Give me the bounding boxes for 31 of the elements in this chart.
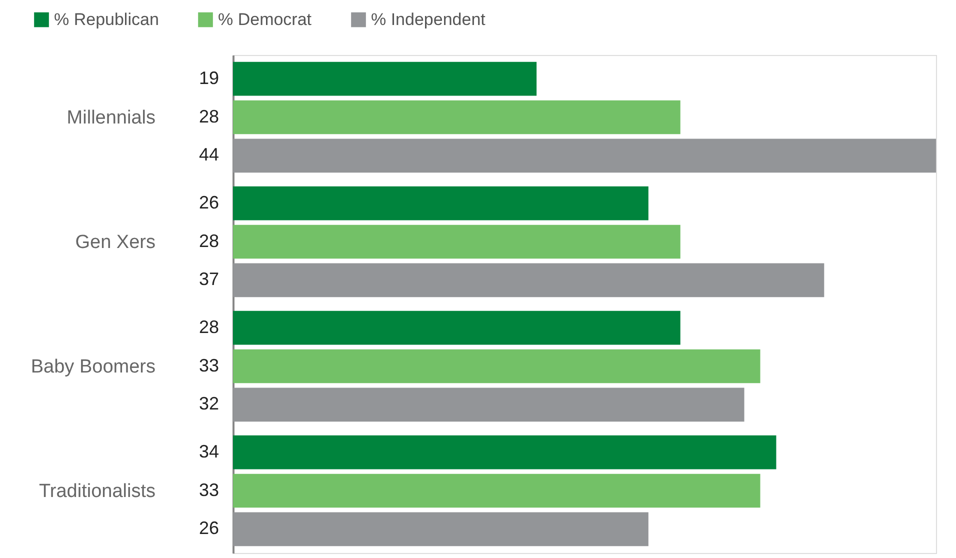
data-label: 37 [198, 269, 219, 290]
data-label: 26 [198, 192, 219, 212]
y-tick-label: Millennials [66, 107, 156, 128]
y-tick-label: Gen Xers [75, 232, 156, 253]
data-label: 34 [198, 441, 219, 462]
data-label: 33 [198, 355, 219, 376]
bar [233, 388, 744, 422]
bar [233, 100, 680, 134]
legend-label: % Republican [54, 10, 159, 29]
bar [233, 512, 648, 546]
bar [233, 138, 936, 173]
data-label: 28 [198, 106, 219, 126]
bar [233, 349, 760, 384]
data-label: 44 [198, 144, 219, 165]
y-tick-label: Traditionalists [38, 480, 156, 502]
bar [233, 474, 760, 508]
legend-label: % Independent [371, 10, 486, 29]
bar [233, 224, 680, 259]
data-label: 28 [198, 230, 219, 251]
bar [233, 263, 824, 298]
data-label: 26 [198, 518, 219, 538]
data-label: 28 [198, 316, 219, 337]
data-label: 19 [198, 68, 219, 88]
data-label: 32 [198, 394, 219, 414]
bar [233, 186, 648, 220]
bar [233, 62, 537, 96]
legend-label: % Democrat [218, 10, 312, 29]
bar [233, 310, 680, 345]
bar [233, 435, 776, 470]
data-label: 33 [198, 480, 219, 500]
y-tick-label: Baby Boomers [30, 356, 156, 378]
